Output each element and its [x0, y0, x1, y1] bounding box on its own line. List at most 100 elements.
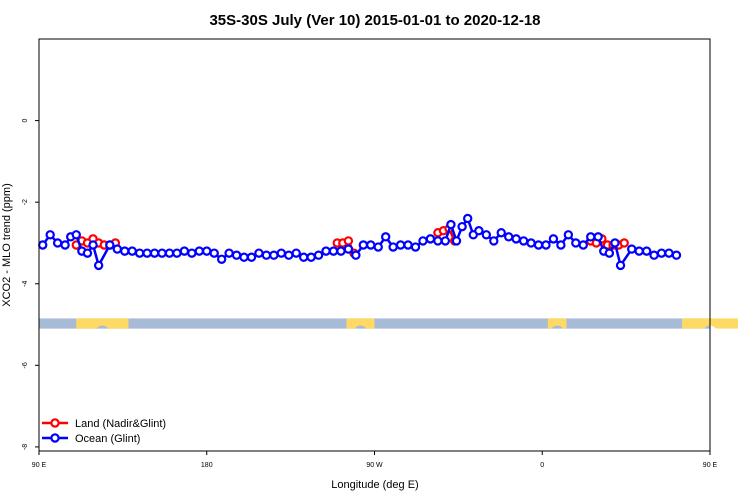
ocean-point	[187, 248, 197, 258]
ocean-point	[440, 236, 451, 246]
land-point	[343, 236, 354, 246]
ocean-point	[649, 250, 659, 260]
ocean-point	[533, 240, 544, 250]
ocean-point	[380, 232, 391, 242]
legend-entry: Ocean (Glint)	[75, 433, 140, 445]
land-band-2	[547, 318, 567, 329]
ocean-point	[627, 244, 637, 254]
ocean-point	[82, 248, 93, 258]
ocean-point	[149, 248, 160, 258]
ocean-point	[134, 248, 145, 258]
ocean-point	[641, 246, 652, 256]
ocean-point	[474, 226, 484, 236]
ocean-point	[254, 248, 264, 258]
ocean-point	[246, 252, 257, 262]
ocean-point	[52, 238, 63, 248]
x-tick-label: 90 E	[32, 462, 47, 469]
y-axis: 0 -2 -4 -6 -8	[22, 119, 39, 450]
ocean-point	[395, 240, 406, 250]
land-band-0	[76, 318, 129, 329]
ocean-point	[656, 248, 667, 258]
ocean-point	[358, 240, 369, 250]
ocean-point	[373, 242, 383, 252]
ocean-point	[664, 248, 674, 258]
ocean-point	[328, 246, 339, 256]
ocean-point	[481, 230, 492, 240]
ocean-point	[313, 250, 324, 260]
ocean-point	[571, 238, 581, 248]
ocean-point	[610, 238, 620, 248]
ocean-point	[403, 240, 413, 250]
ocean-point	[634, 246, 644, 256]
x-axis: 90 E 180 90 W 0 90 E	[32, 451, 718, 469]
ocean-point	[60, 240, 70, 250]
ocean-point	[291, 248, 301, 258]
ocean-point	[489, 236, 499, 246]
ocean-point	[457, 221, 467, 232]
ocean-point	[321, 246, 331, 256]
ocean-point	[164, 248, 175, 258]
ocean-point	[671, 250, 682, 260]
ocean-point	[556, 240, 566, 250]
ocean-point	[157, 248, 167, 258]
ocean-point	[496, 228, 506, 238]
ocean-point	[127, 246, 137, 256]
legend-marker	[50, 433, 60, 443]
ocean-point	[526, 238, 536, 248]
x-tick-label: 90 E	[703, 462, 718, 469]
ocean-point	[446, 219, 456, 230]
x-axis-label: Longitude (deg E)	[331, 479, 418, 491]
plot-area	[38, 213, 738, 329]
ocean-point	[593, 232, 603, 242]
y-tick-label: -4	[22, 281, 29, 287]
ocean-point	[615, 260, 626, 271]
ocean-point	[231, 250, 242, 260]
ocean-point	[93, 260, 104, 271]
ocean-point	[504, 232, 514, 242]
legend-marker	[50, 418, 60, 428]
ocean-point	[298, 252, 309, 262]
ocean-point	[71, 230, 81, 240]
ocean-point	[410, 242, 421, 252]
ocean-point	[172, 248, 182, 258]
ocean-point	[88, 240, 98, 250]
x-tick-label: 180	[201, 462, 213, 469]
ocean-point	[120, 246, 130, 256]
ocean-point	[112, 244, 122, 254]
land-point	[619, 238, 629, 248]
ocean-point	[351, 250, 361, 260]
ocean-point	[604, 248, 615, 258]
x-tick-label: 0	[540, 462, 544, 469]
ocean-point	[45, 230, 55, 240]
ocean-point	[366, 240, 376, 250]
ocean-point	[179, 246, 190, 256]
ocean-point	[142, 248, 152, 258]
legend-entry: Land (Nadir&Glint)	[75, 418, 166, 430]
ocean-point	[462, 213, 473, 224]
y-tick-label: -6	[22, 362, 29, 368]
ocean-point	[563, 230, 574, 240]
chart-title: 35S-30S July (Ver 10) 2015-01-01 to 2020…	[209, 12, 540, 29]
ocean-point	[586, 232, 596, 242]
ocean-point	[239, 252, 249, 262]
x-tick-label: 90 W	[366, 462, 383, 469]
ocean-point	[578, 240, 588, 250]
ocean-point	[336, 246, 346, 256]
ocean-point	[269, 250, 279, 260]
ocean-point	[306, 252, 316, 262]
ocean-point	[433, 236, 443, 246]
ocean-point	[105, 240, 115, 250]
ocean-point	[343, 244, 354, 254]
ocean-point	[261, 250, 272, 260]
ocean-point	[276, 248, 287, 258]
ocean-point	[541, 240, 551, 250]
ocean-point	[216, 254, 227, 264]
y-tick-label: 0	[22, 119, 29, 123]
ocean-point	[548, 234, 559, 244]
ocean-point	[451, 236, 462, 246]
ocean-point	[38, 240, 48, 250]
ocean-point	[209, 248, 219, 258]
ocean-point	[511, 234, 521, 244]
ocean-point	[518, 236, 529, 246]
